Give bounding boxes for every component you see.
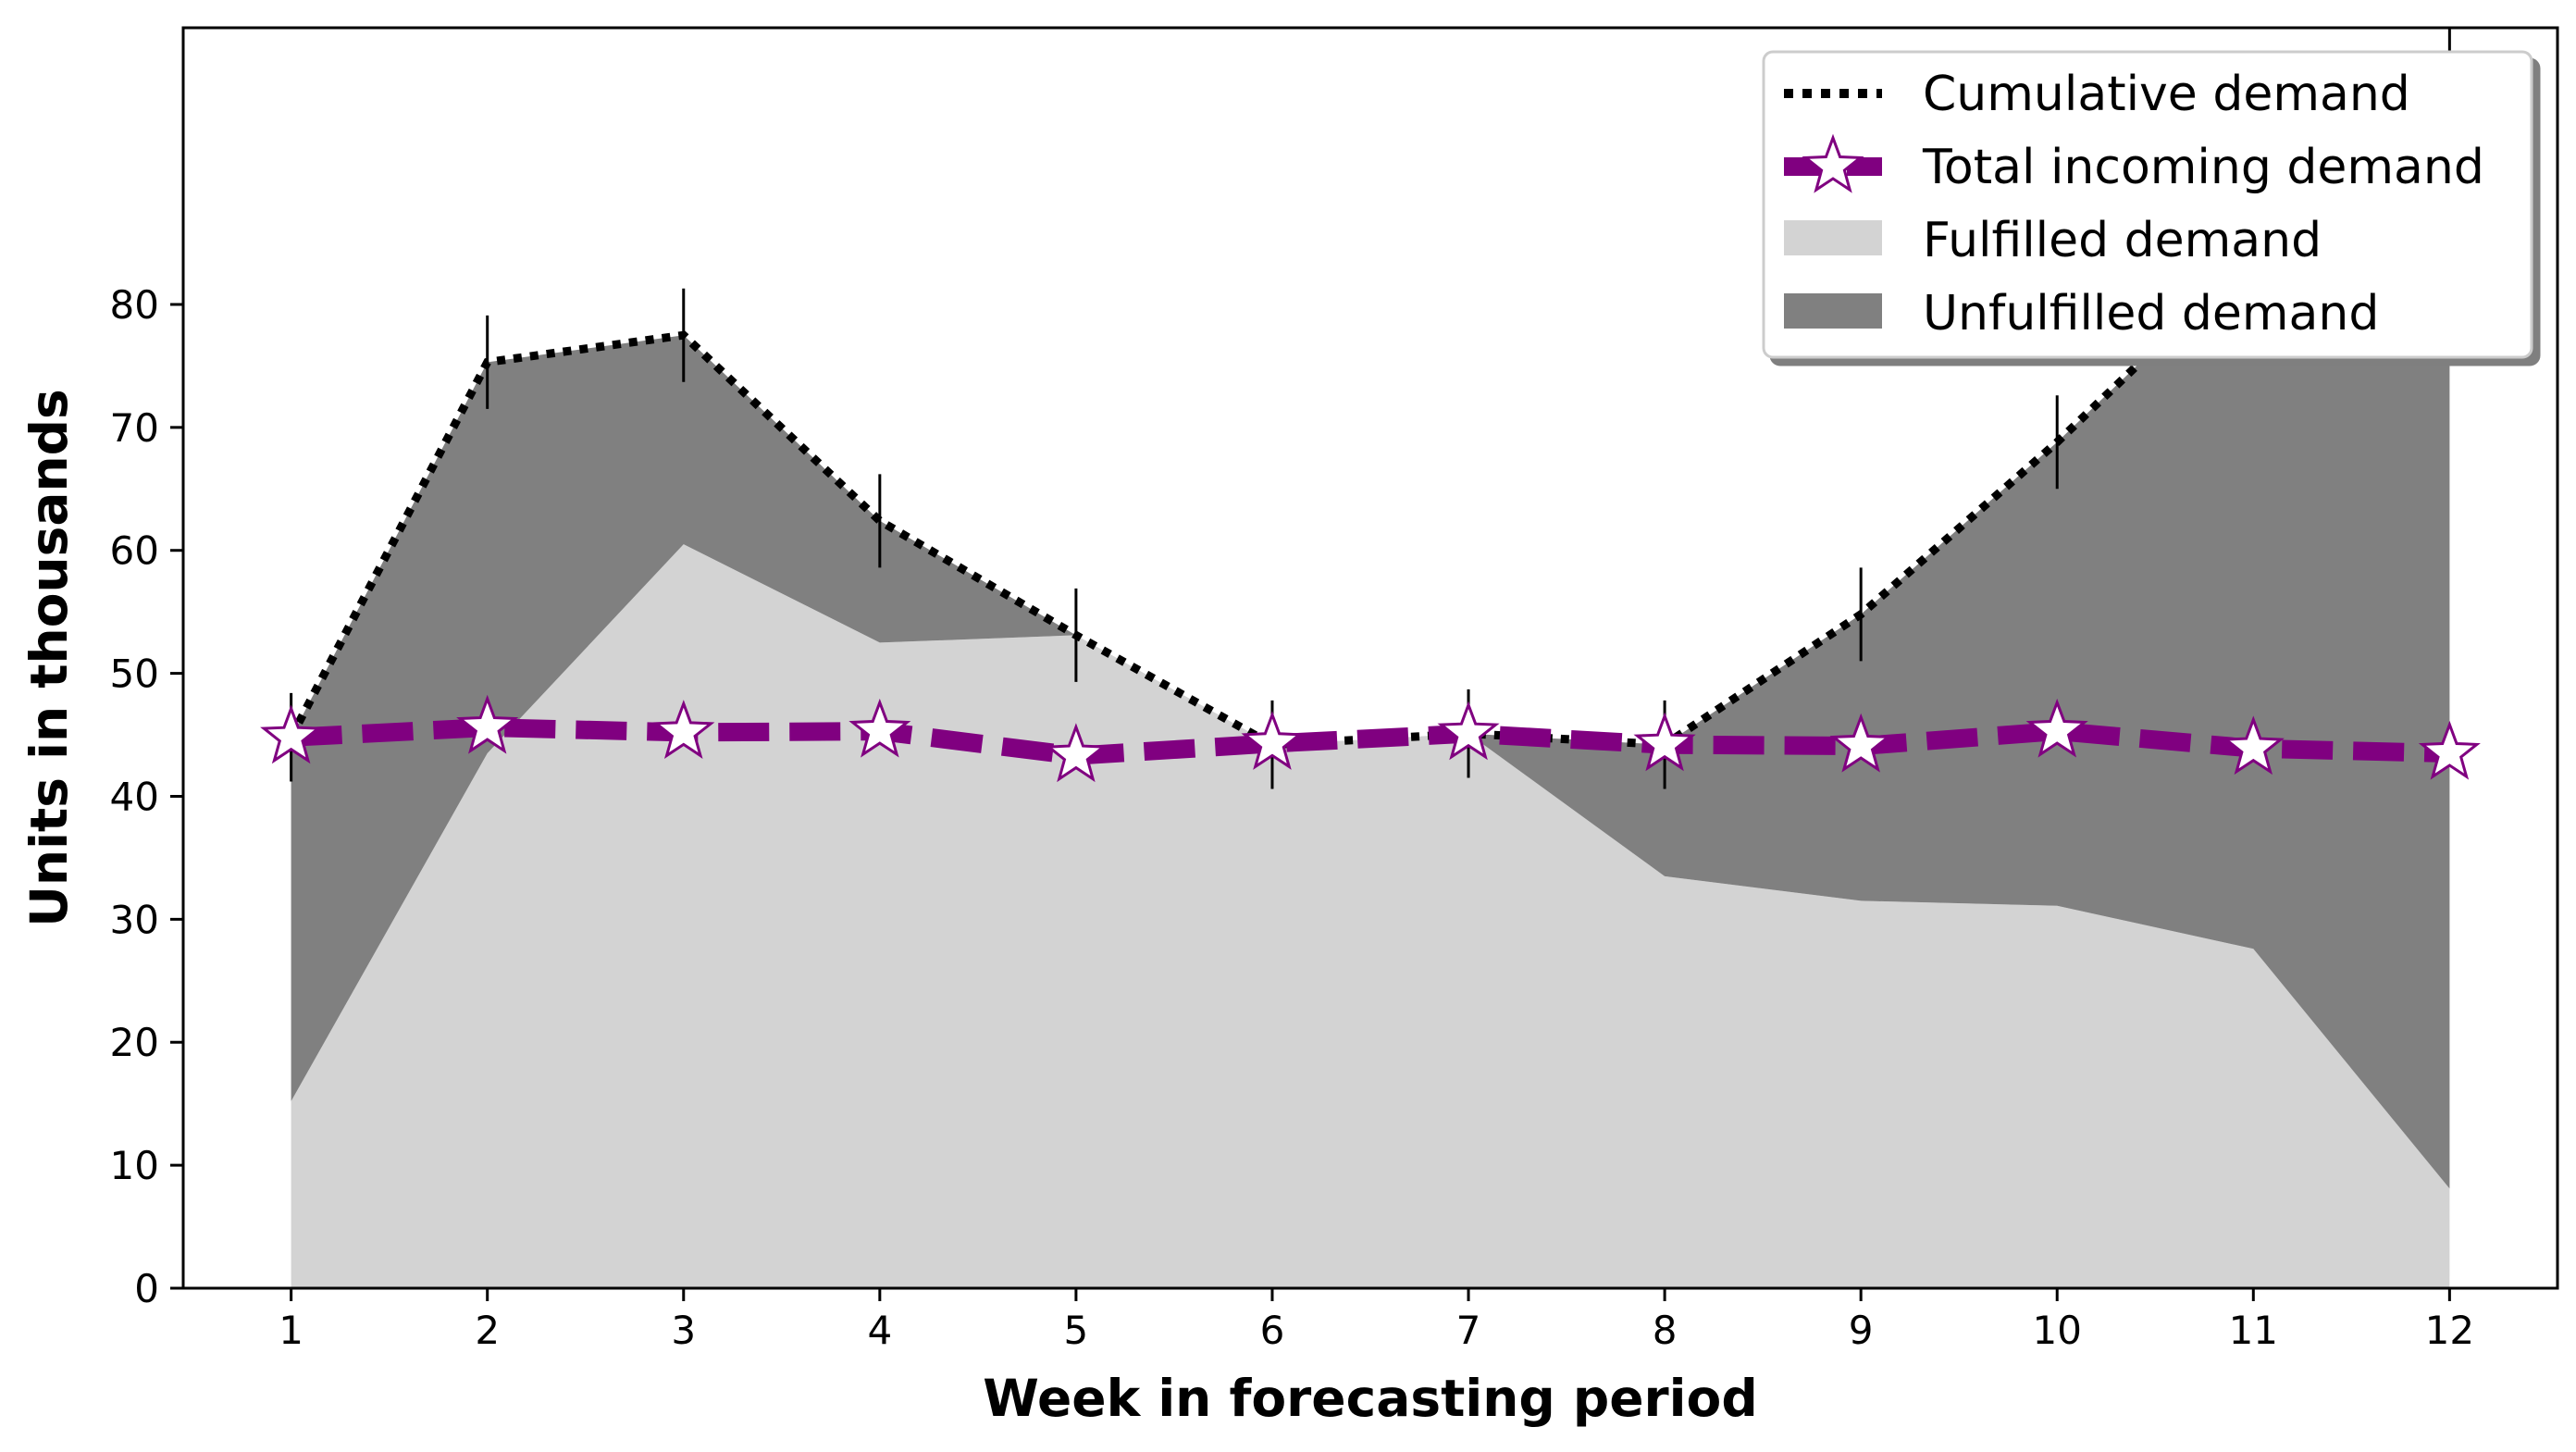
- cumulative-demand-line: [287, 73, 2453, 750]
- star-marker: [1241, 711, 1304, 770]
- legend-box: [1762, 50, 2533, 359]
- y-tick-label: 40: [110, 774, 159, 819]
- plot-frame: [181, 26, 2559, 1290]
- y-tick-label: 60: [110, 528, 159, 574]
- star-marker: [1633, 712, 1696, 772]
- x-tick-label: 4: [867, 1308, 892, 1353]
- y-tick-label: 20: [110, 1020, 159, 1065]
- x-tick-label: 6: [1260, 1308, 1285, 1353]
- x-tick-label: 7: [1456, 1308, 1481, 1353]
- legend-swatch-unfulfilled: [1784, 293, 1882, 329]
- y-tick-label: 80: [110, 282, 159, 328]
- legend-label-incoming: Total incoming demand: [1922, 140, 2484, 195]
- x-tick-label: 10: [2033, 1308, 2082, 1353]
- legend-label-unfulfilled: Unfulfilled demand: [1923, 286, 2379, 341]
- y-tick-label: 70: [110, 405, 159, 451]
- unfulfilled-area: [291, 77, 2450, 1189]
- star-marker: [1045, 723, 1108, 783]
- star-marker: [652, 700, 715, 759]
- y-tick-label: 10: [110, 1143, 159, 1188]
- legend-label-fulfilled: Fulfilled demand: [1923, 213, 2322, 268]
- star-marker: [2222, 715, 2285, 776]
- legend-label-cumulative: Cumulative demand: [1923, 67, 2410, 122]
- y-tick-label: 0: [134, 1266, 159, 1311]
- total-incoming-demand-line: [291, 718, 2450, 765]
- x-tick-label: 11: [2229, 1308, 2278, 1353]
- star-marker: [1437, 701, 1500, 761]
- star-marker: [848, 698, 911, 758]
- x-tick-label: 2: [475, 1308, 500, 1353]
- x-tick-label: 12: [2425, 1308, 2474, 1353]
- x-tick-label: 5: [1064, 1308, 1089, 1353]
- star-marker: [456, 694, 519, 754]
- x-tick-label: 8: [1653, 1308, 1678, 1353]
- y-tick-label: 50: [110, 652, 159, 697]
- star-marker: [260, 704, 323, 764]
- legend-swatch-fulfilled: [1784, 220, 1882, 255]
- star-marker: [2418, 720, 2481, 780]
- x-tick-label: 9: [1849, 1308, 1874, 1353]
- star-marker-icon: [1802, 133, 1864, 193]
- y-axis-title: Units in thousands: [19, 389, 79, 927]
- legend: Cumulative demand Total incoming demand …: [1762, 50, 2533, 359]
- star-marker: [2025, 698, 2088, 758]
- x-axis: 1 2 3 4 5 6 7 8 9 10 11 12: [279, 1288, 2474, 1353]
- y-tick-label: 30: [110, 897, 159, 942]
- x-axis-title: Week in forecasting period: [983, 1369, 1757, 1428]
- x-tick-label: 3: [671, 1308, 696, 1353]
- star-marker: [1829, 713, 1892, 773]
- x-tick-label: 1: [279, 1308, 303, 1353]
- y-axis: 0 10 20 30 40 50 60 70 80: [110, 282, 183, 1311]
- legend-star-shape: [1802, 133, 1864, 193]
